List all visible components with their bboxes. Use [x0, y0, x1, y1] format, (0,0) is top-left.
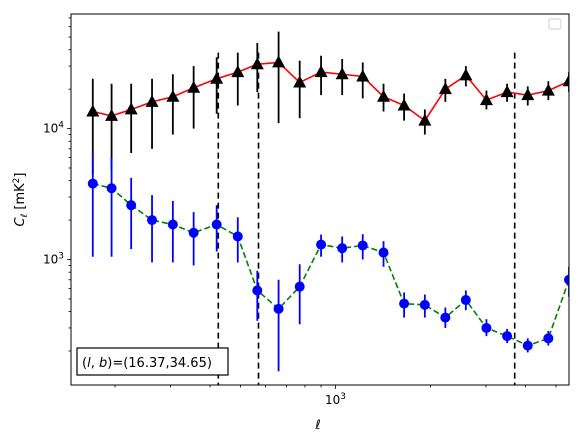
- annotation-text: (l, b)=(16.37,34.65): [82, 356, 212, 371]
- series-0-marker: [250, 57, 264, 70]
- series-0-marker: [335, 67, 349, 80]
- series-0-marker: [105, 108, 119, 121]
- series-1-marker: [440, 312, 451, 323]
- series-0-marker: [397, 98, 411, 111]
- series-1-line: [92, 182, 569, 347]
- series-0-marker: [438, 82, 452, 95]
- y-tick-label: 104: [43, 121, 64, 136]
- series-1-marker: [106, 183, 117, 194]
- series-1-marker: [147, 215, 158, 226]
- series-0-marker: [272, 55, 286, 68]
- series-0-marker: [145, 94, 159, 107]
- series-0-marker: [541, 83, 555, 96]
- annotation-frame: [76, 347, 229, 376]
- x-axis-label: ℓ: [314, 418, 320, 433]
- series-1-marker: [273, 303, 284, 314]
- series-1-marker: [87, 178, 98, 189]
- series-0-marker: [356, 69, 370, 82]
- series-0-marker: [562, 74, 569, 87]
- series-1-marker: [419, 299, 430, 310]
- series-1-marker: [316, 239, 327, 250]
- x-tick-label: 103: [325, 392, 346, 407]
- series-0-marker: [293, 75, 307, 88]
- series-1-marker: [564, 274, 569, 285]
- series-1-marker: [188, 227, 199, 238]
- series-1-marker: [126, 200, 137, 211]
- series-1-marker: [252, 285, 263, 296]
- series-1-marker: [522, 340, 533, 351]
- y-axis-label: Cℓ [mK2]: [12, 172, 30, 226]
- series-1-marker: [378, 247, 389, 258]
- series-1-marker: [167, 219, 178, 230]
- series-0-marker: [521, 88, 535, 101]
- series-1-marker: [211, 219, 222, 230]
- plot-data-layer: [86, 31, 569, 385]
- series-0-marker: [418, 113, 432, 126]
- series-0-marker: [231, 65, 245, 78]
- series-1-marker: [481, 322, 492, 333]
- series-0-marker: [124, 102, 138, 115]
- series-1-marker: [399, 298, 410, 309]
- series-0-marker: [86, 104, 100, 117]
- series-0-marker: [166, 89, 180, 102]
- legend-box: [548, 18, 562, 30]
- series-0-marker: [459, 68, 473, 81]
- series-0-marker: [210, 71, 224, 84]
- series-1-marker: [294, 281, 305, 292]
- series-0-marker: [377, 89, 391, 102]
- series-1-marker: [232, 231, 243, 242]
- series-1-marker: [337, 243, 348, 254]
- series-1-marker: [460, 295, 471, 306]
- series-0-marker: [314, 65, 328, 78]
- y-axis-label-text: Cℓ [mK2]: [12, 172, 30, 226]
- y-tick-label: 103: [43, 251, 64, 266]
- legend: [548, 18, 562, 30]
- series-1-marker: [543, 333, 554, 344]
- series-0-marker: [479, 93, 493, 106]
- series-1-marker: [502, 331, 513, 342]
- series-0-marker: [500, 85, 514, 98]
- series-0-marker: [187, 80, 201, 93]
- axis-ticks: 103 103 104: [43, 17, 557, 407]
- series-1-marker: [357, 240, 368, 251]
- plot-frame: [70, 13, 570, 386]
- annotation-box: (l, b)=(16.37,34.65): [76, 347, 229, 376]
